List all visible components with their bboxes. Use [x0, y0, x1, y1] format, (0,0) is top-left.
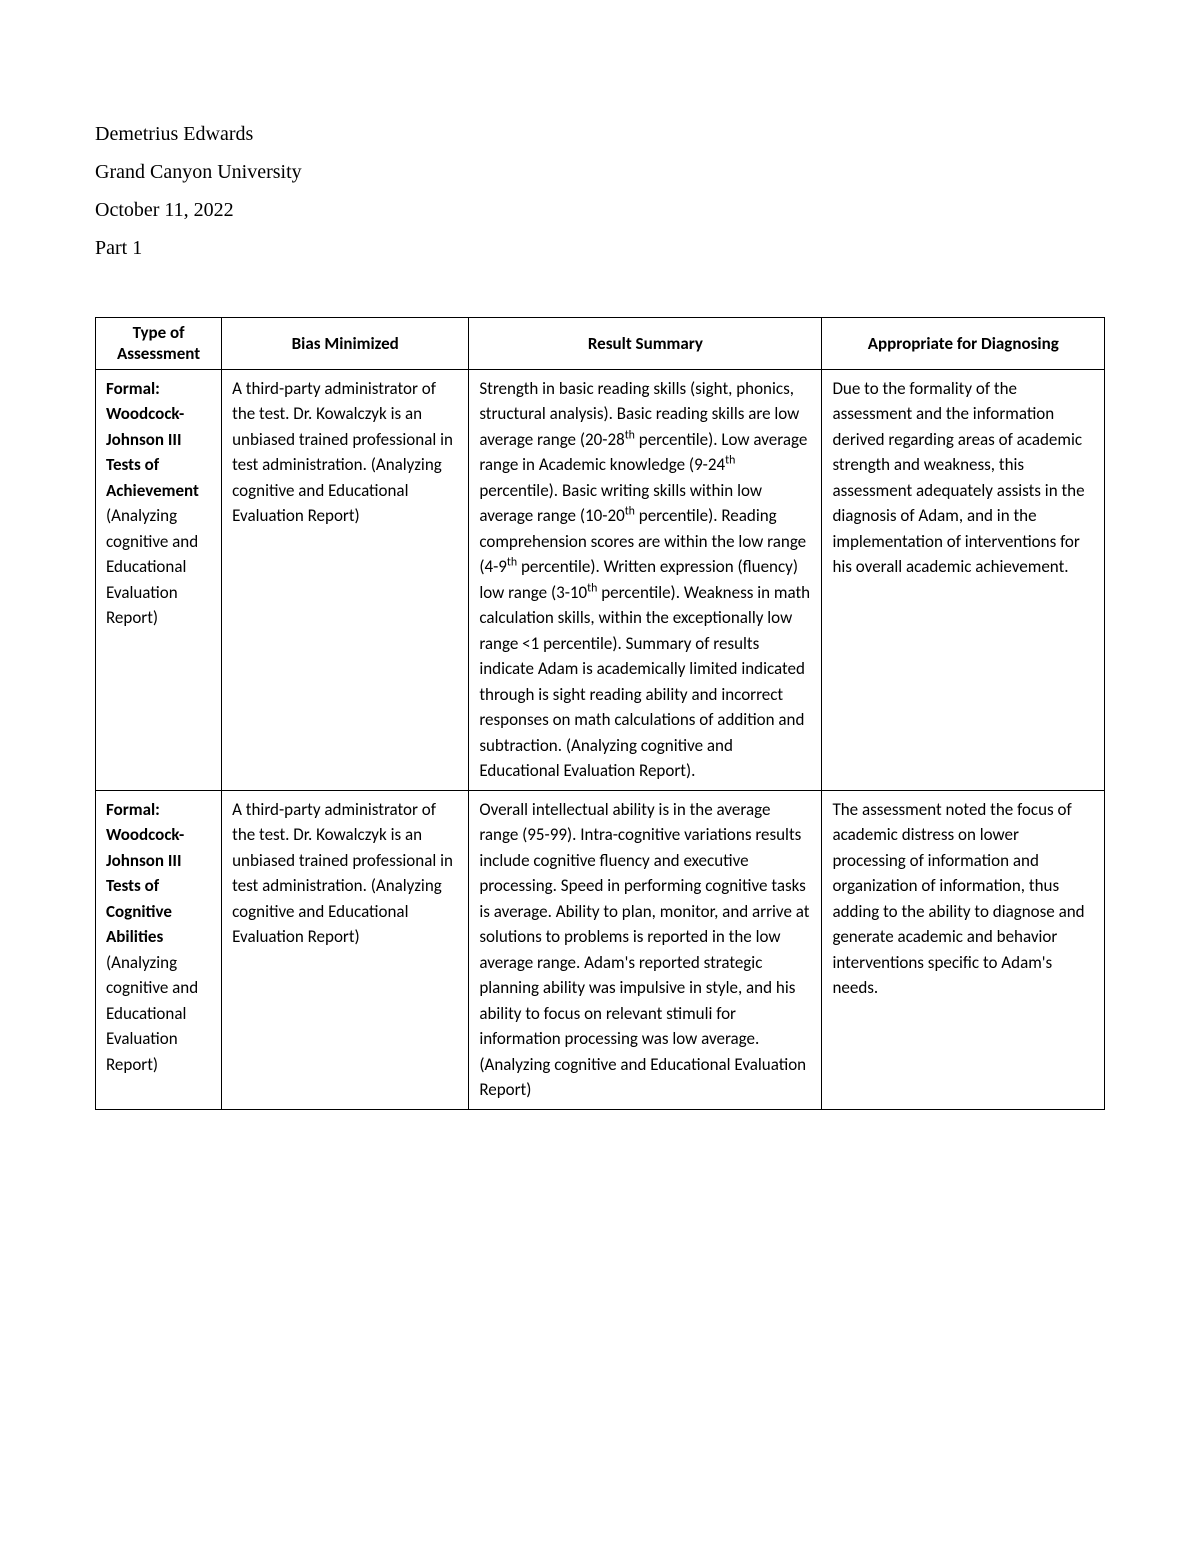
table-header-row: Type of Assessment Bias Minimized Result…	[96, 318, 1105, 370]
table-row: Formal: Woodcock-Johnson III Tests of Ac…	[96, 369, 1105, 790]
institution: Grand Canyon University	[95, 153, 1105, 191]
cell-result: Overall intellectual ability is in the a…	[469, 790, 822, 1109]
table-header: Type of Assessment Bias Minimized Result…	[96, 318, 1105, 370]
cell-bias: A third-party administrator of the test.…	[222, 369, 469, 790]
result-text: Strength in basic reading skills (sight,…	[479, 376, 811, 784]
assessment-type-norm: (Analyzing cognitive and Educational Eva…	[106, 952, 198, 1075]
document-header: Demetrius Edwards Grand Canyon Universit…	[95, 115, 1105, 267]
assessment-type-norm: (Analyzing cognitive and Educational Eva…	[106, 505, 198, 628]
cell-diag: Due to the formality of the assessment a…	[822, 369, 1105, 790]
date: October 11, 2022	[95, 191, 1105, 229]
table-body: Formal: Woodcock-Johnson III Tests of Ac…	[96, 369, 1105, 1109]
cell-diag: The assessment noted the focus of academ…	[822, 790, 1105, 1109]
bias-text: A third-party administrator of the test.…	[232, 797, 458, 950]
author-name: Demetrius Edwards	[95, 115, 1105, 153]
diag-text: The assessment noted the focus of academ…	[832, 797, 1094, 1001]
assessment-table: Type of Assessment Bias Minimized Result…	[95, 317, 1105, 1110]
assessment-type-bold: Formal: Woodcock-Johnson III Tests of Ac…	[106, 378, 199, 501]
table-row: Formal: Woodcock-Johnson III Tests of Co…	[96, 790, 1105, 1109]
cell-result: Strength in basic reading skills (sight,…	[469, 369, 822, 790]
diag-text: Due to the formality of the assessment a…	[832, 376, 1094, 580]
bias-text: A third-party administrator of the test.…	[232, 376, 458, 529]
header-diag: Appropriate for Diagnosing	[822, 318, 1105, 370]
header-bias: Bias Minimized	[222, 318, 469, 370]
assessment-type-bold: Formal: Woodcock-Johnson III Tests of Co…	[106, 799, 184, 948]
cell-bias: A third-party administrator of the test.…	[222, 790, 469, 1109]
cell-type: Formal: Woodcock-Johnson III Tests of Ac…	[96, 369, 222, 790]
part-label: Part 1	[95, 229, 1105, 267]
header-type: Type of Assessment	[96, 318, 222, 370]
cell-type: Formal: Woodcock-Johnson III Tests of Co…	[96, 790, 222, 1109]
header-result: Result Summary	[469, 318, 822, 370]
result-text: Overall intellectual ability is in the a…	[479, 797, 811, 1103]
